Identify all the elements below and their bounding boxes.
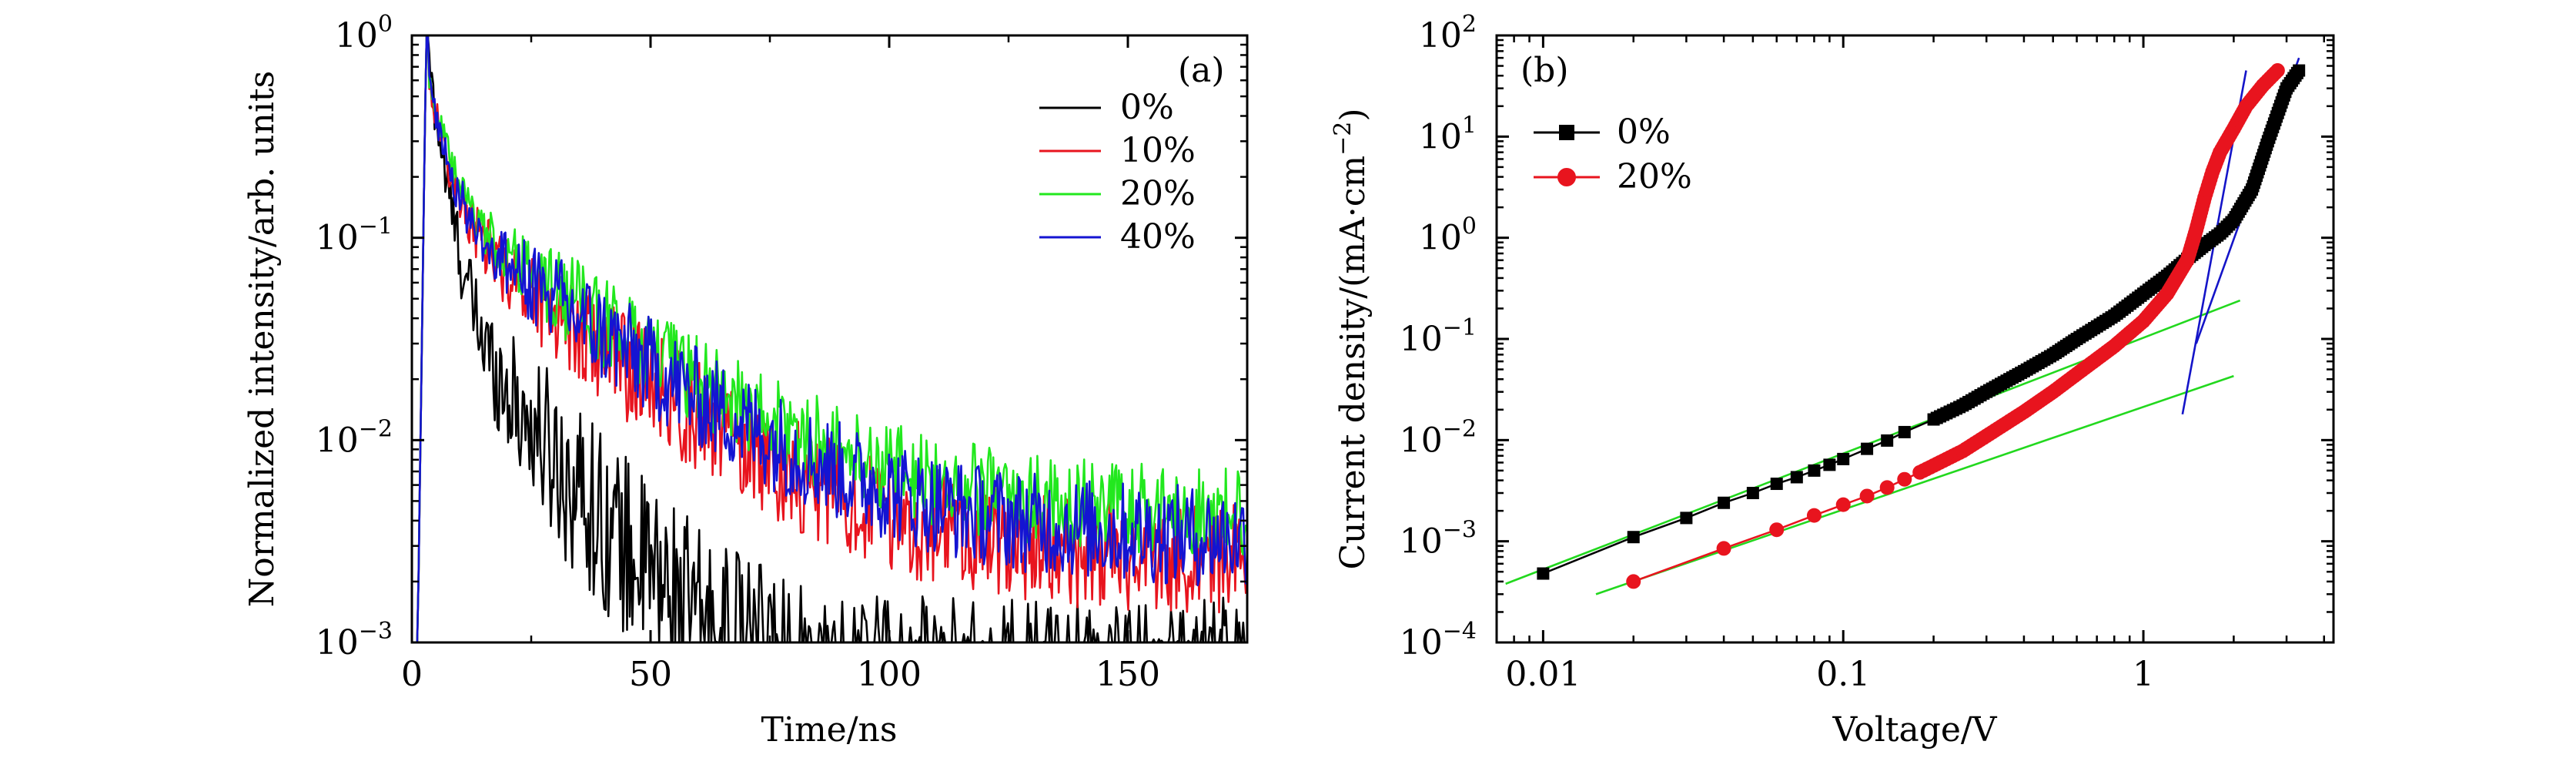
legend-label: 20% — [1120, 174, 1196, 213]
data-point — [1769, 522, 1785, 538]
panel-b-x-label: Voltage/V — [1832, 710, 1997, 750]
decay-curve-40pct — [412, 34, 1247, 644]
y-tick-base: 10 — [1400, 421, 1443, 460]
data-point — [1790, 471, 1803, 484]
data-point — [1716, 541, 1731, 556]
y-tick-exp: −3 — [359, 618, 393, 645]
y-tick-base: 10 — [1419, 117, 1462, 156]
y-tick-base: 10 — [316, 623, 359, 662]
x-tick-label: 50 — [629, 655, 672, 694]
y-tick-exp: 0 — [378, 11, 393, 38]
fit-line — [1595, 374, 2234, 595]
legend-label: 0% — [1120, 88, 1174, 127]
y-tick-label: 100 — [335, 11, 393, 55]
y-tick-base: 10 — [1419, 219, 1462, 258]
panel-a-y-label: Normalized intensity/arb. units — [243, 71, 282, 607]
y-tick-exp: −1 — [1443, 314, 1477, 341]
legend-label: 0% — [1617, 112, 1671, 152]
panel-b-legend: 0%20% — [1534, 112, 1692, 196]
data-point — [1718, 496, 1731, 509]
panel-a-frame — [410, 34, 1249, 644]
data-point — [1626, 574, 1641, 589]
x-tick-label: 0.1 — [1816, 655, 1870, 694]
y-tick-label: 10−2 — [1400, 415, 1477, 460]
panel-b-y-label-exp: −2 — [1330, 122, 1357, 156]
panel-b-y-label: Current density/(mA·cm−2) — [1330, 108, 1373, 569]
data-point — [1537, 567, 1550, 580]
y-tick-label: 100 — [1419, 213, 1477, 258]
y-tick-base: 10 — [1419, 16, 1462, 55]
y-tick-base: 10 — [1400, 522, 1443, 562]
y-tick-label: 101 — [1419, 112, 1477, 156]
y-tick-base: 10 — [335, 16, 378, 55]
data-point — [1680, 511, 1693, 525]
y-tick-exp: −4 — [1443, 618, 1477, 645]
data-point — [1879, 480, 1895, 495]
panel-b-y-label-main: Current density/(mA·cm — [1333, 156, 1373, 570]
x-tick-label: 0 — [401, 655, 423, 694]
y-tick-base: 10 — [1400, 623, 1443, 662]
y-tick-exp: −1 — [359, 213, 393, 240]
y-tick-exp: 0 — [1462, 213, 1477, 240]
x-tick-label: 100 — [857, 655, 922, 694]
data-point — [1770, 478, 1783, 491]
x-tick-label: 150 — [1096, 655, 1160, 694]
data-point — [1898, 425, 1911, 438]
legend-marker — [1559, 125, 1574, 140]
y-tick-label: 10−1 — [1400, 314, 1477, 359]
data-point — [2270, 63, 2285, 79]
data-point — [1808, 464, 1821, 477]
x-tick-label: 1 — [2133, 655, 2154, 694]
y-tick-label: 102 — [1419, 11, 1477, 55]
y-tick-exp: −2 — [359, 415, 393, 442]
data-point — [1861, 442, 1874, 455]
data-point — [1859, 488, 1875, 504]
data-point — [1823, 458, 1836, 471]
data-point — [1746, 487, 1759, 500]
y-tick-label: 10−4 — [1400, 618, 1477, 662]
panel-b-tag: (b) — [1521, 51, 1569, 90]
data-point — [1881, 434, 1894, 447]
fit-line — [1505, 299, 2241, 585]
y-tick-exp: −2 — [1443, 415, 1477, 442]
y-tick-exp: 1 — [1462, 112, 1477, 139]
y-tick-label: 10−3 — [1400, 517, 1477, 562]
y-tick-base: 10 — [316, 219, 359, 258]
series-line — [1633, 69, 2279, 583]
panel-a-legend: 0% 10% 20% 40% — [1039, 88, 1196, 257]
panel-b-y-label-tail: ) — [1333, 108, 1373, 121]
x-tick-label: 0.01 — [1505, 655, 1581, 694]
series-20pct — [1626, 63, 2285, 589]
legend-label: 20% — [1617, 157, 1692, 196]
data-point — [1806, 508, 1822, 523]
data-point — [1627, 531, 1640, 544]
y-tick-base: 10 — [1400, 320, 1443, 359]
data-point — [1897, 471, 1912, 487]
legend-label: 10% — [1120, 131, 1196, 170]
data-point — [1837, 452, 1850, 465]
y-tick-label: 10−2 — [316, 415, 393, 460]
panel-a-x-label: Time/ns — [761, 710, 898, 750]
y-tick-exp: 2 — [1462, 11, 1477, 38]
legend-marker — [1557, 168, 1576, 186]
panel-a-tag: (a) — [1178, 51, 1225, 90]
jv-curves — [1537, 63, 2306, 589]
legend-label: 40% — [1120, 217, 1196, 257]
y-tick-exp: −3 — [1443, 517, 1477, 544]
y-tick-label: 10−1 — [316, 213, 393, 258]
y-tick-label: 10−3 — [316, 618, 393, 662]
data-point — [1835, 497, 1851, 512]
y-tick-base: 10 — [316, 421, 359, 460]
data-point — [2293, 64, 2306, 77]
